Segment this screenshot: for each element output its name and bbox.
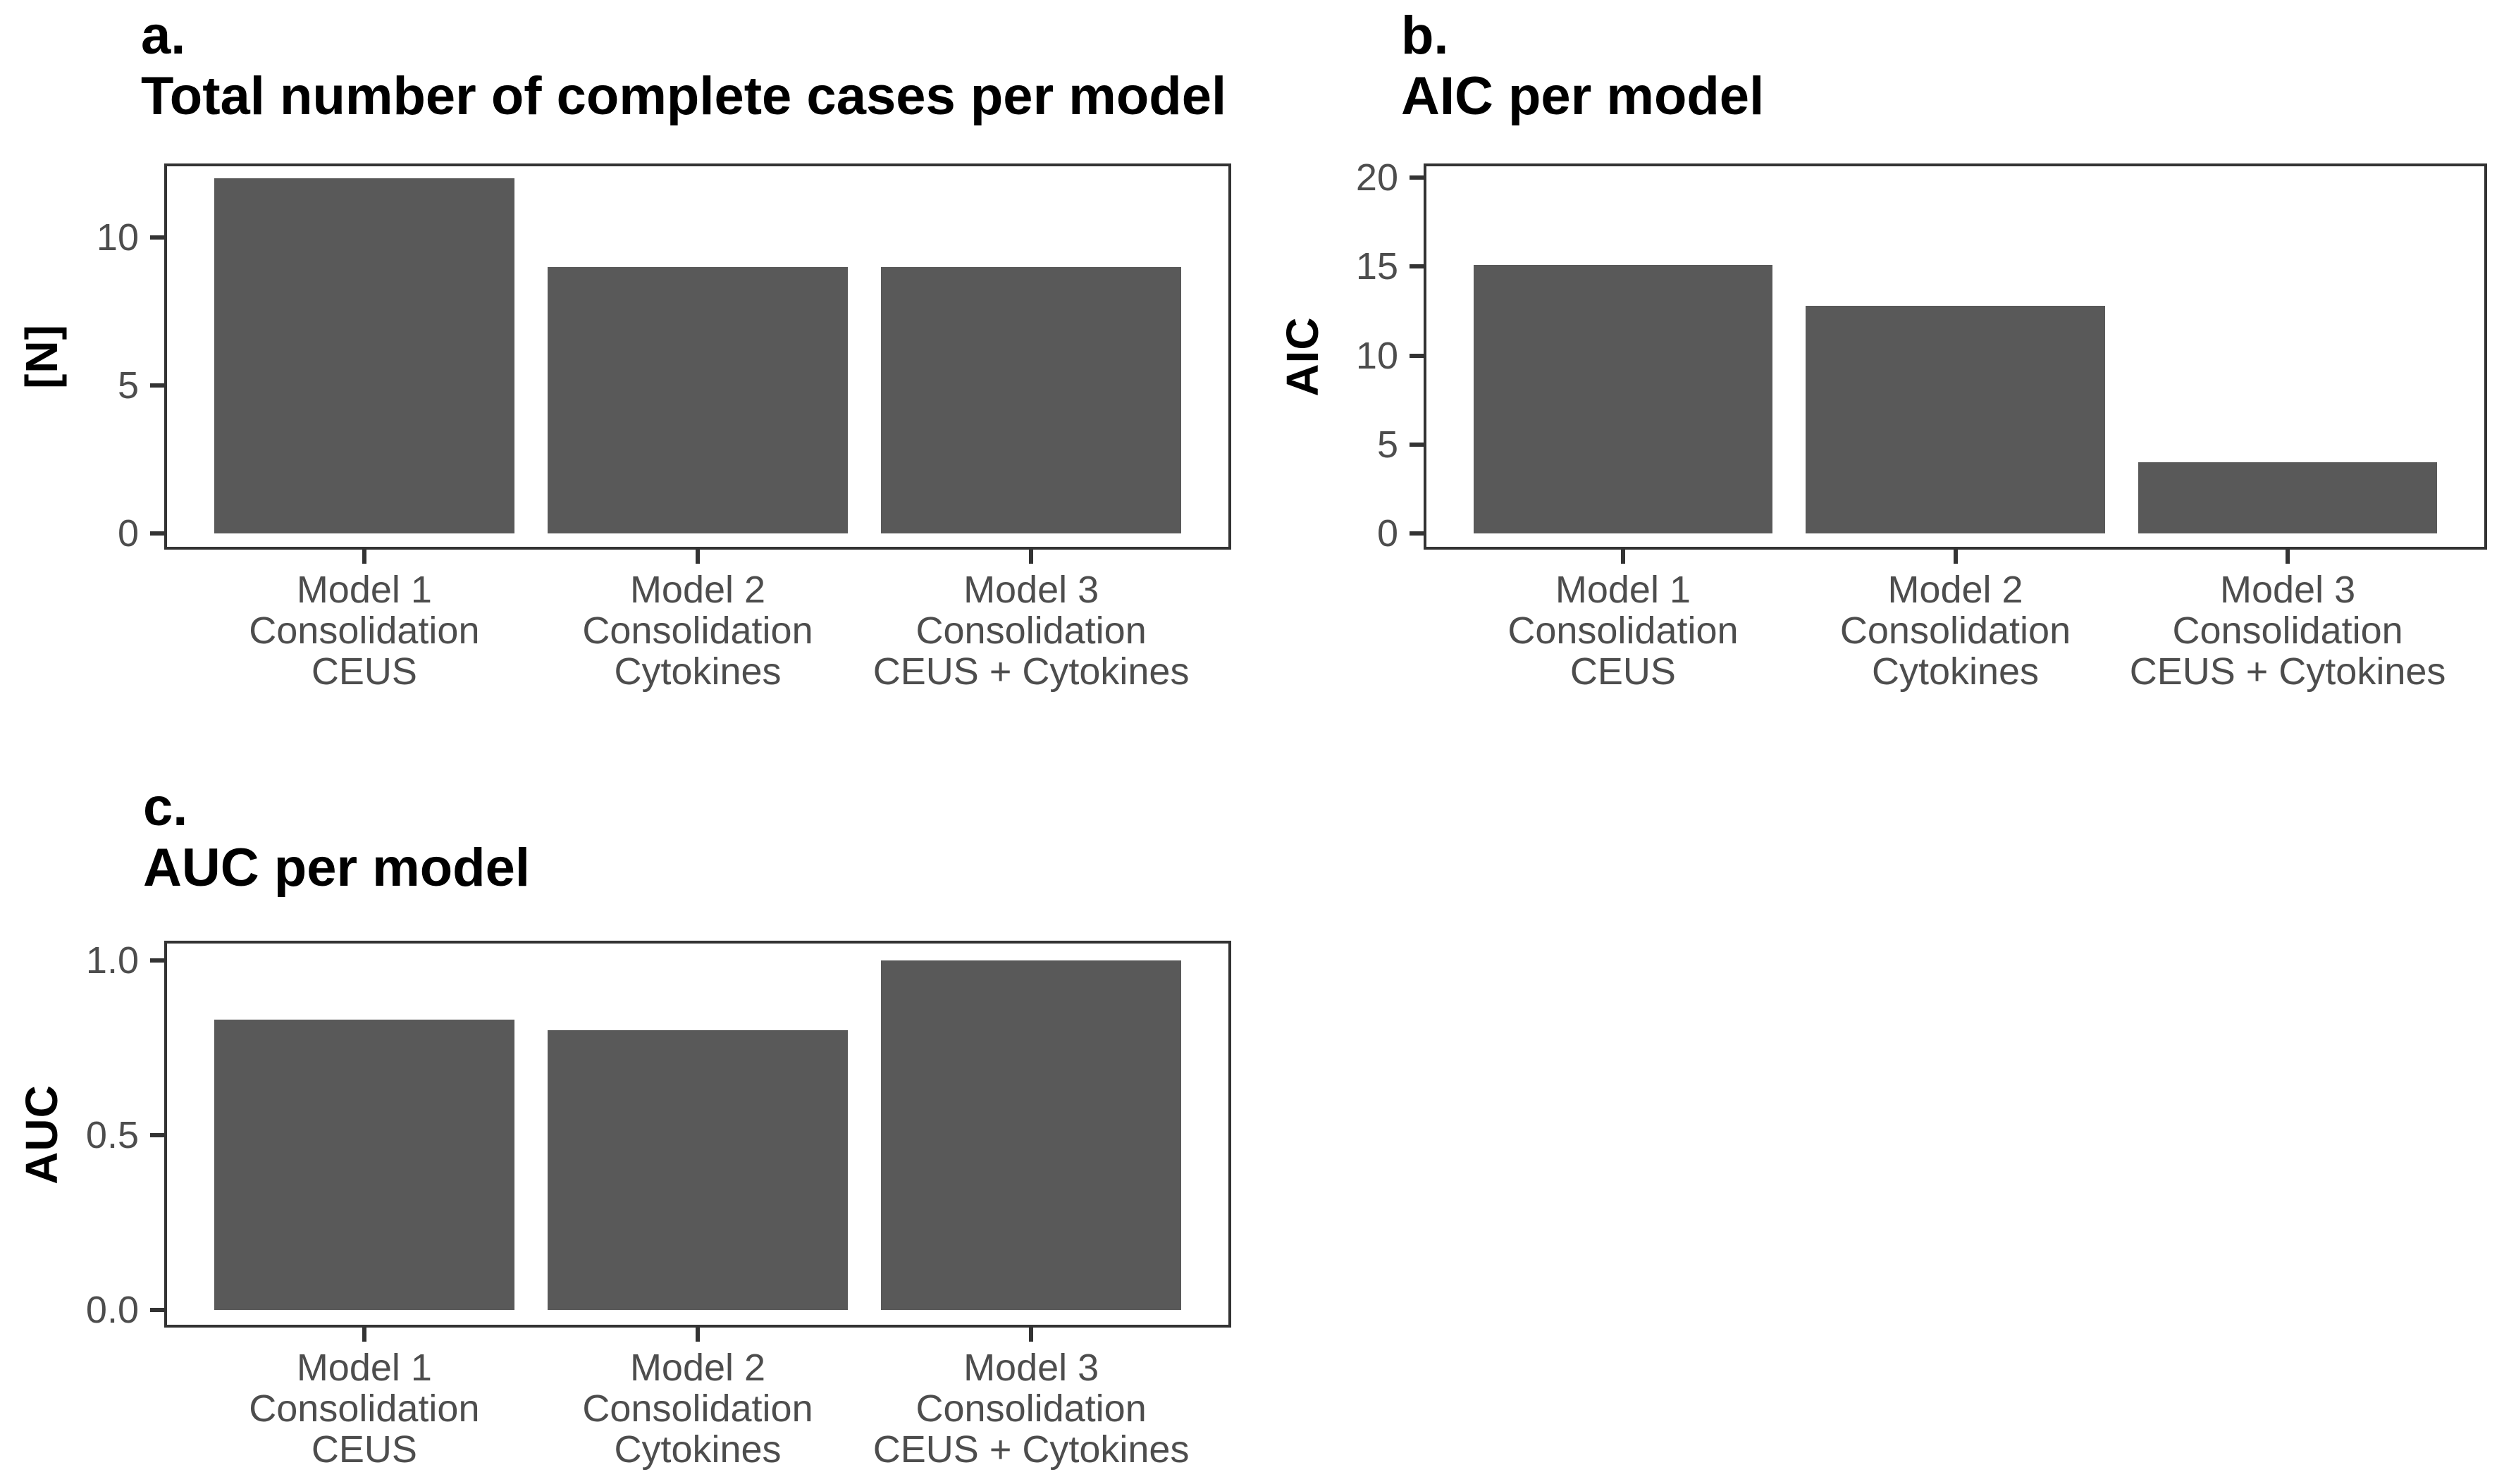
y-tick-label: 20 [1355, 156, 1398, 199]
bar-b-3 [2138, 462, 2438, 533]
panel-b-header: b. AIC per model [1401, 6, 2500, 127]
panel-border-b [1424, 163, 2487, 550]
x-tick-label: Model 3 Consolidation CEUS + Cytokines [872, 569, 1190, 693]
y-tick-mark [150, 1308, 164, 1312]
bar-b-2 [1806, 305, 2105, 533]
panel-b-tag: b. [1401, 6, 1449, 66]
x-tick-mark [1620, 550, 1625, 564]
x-tick-mark [362, 550, 366, 564]
y-tick-label: 15 [1355, 245, 1398, 288]
x-tick-label: Model 2 Consolidation Cytokines [1839, 569, 2071, 693]
panel-a-tag: a. [141, 6, 186, 66]
bar-a-3 [881, 267, 1182, 533]
x-tick-label: Model 3 Consolidation CEUS + Cytokines [872, 1347, 1190, 1471]
bar-a-2 [548, 267, 848, 533]
panel-b-y-axis-title: AIC [1277, 316, 1328, 397]
y-tick-mark [1410, 442, 1424, 447]
y-tick-mark [150, 531, 164, 536]
y-tick-label: 1.0 [85, 939, 139, 982]
panel-c-title: AUC per model [143, 838, 530, 898]
y-tick-mark [1410, 175, 1424, 180]
y-tick-label: 10 [1355, 334, 1398, 377]
y-tick-label: 5 [117, 364, 139, 407]
y-tick-mark [1410, 264, 1424, 269]
panel-a-y-axis-title: [N] [16, 324, 67, 389]
panel-b-title: AIC per model [1401, 66, 1765, 126]
x-tick-label: Model 1 Consolidation CEUS [1507, 569, 1739, 693]
x-tick-mark [1029, 1328, 1034, 1342]
bar-b-1 [1473, 264, 1773, 533]
y-tick-mark [150, 383, 164, 388]
x-tick-mark [696, 550, 700, 564]
panel-border-a [164, 163, 1231, 550]
y-tick-label: 5 [1376, 423, 1398, 466]
panel-c-header: c. AUC per model [143, 777, 1265, 898]
x-tick-mark [362, 1328, 366, 1342]
x-tick-label: Model 2 Consolidation Cytokines [582, 569, 813, 693]
x-tick-label: Model 1 Consolidation CEUS [249, 1347, 480, 1471]
x-tick-mark [696, 1328, 700, 1342]
y-tick-label: 0.0 [85, 1289, 139, 1331]
y-tick-mark [150, 1132, 164, 1137]
x-tick-mark [1029, 550, 1034, 564]
y-tick-label: 10 [96, 216, 139, 259]
y-tick-mark [1410, 531, 1424, 536]
panel-c-y-axis-title: AUC [16, 1084, 67, 1185]
bar-a-1 [214, 178, 514, 533]
panel-c-tag: c. [143, 777, 188, 837]
bar-c-3 [881, 960, 1182, 1310]
y-tick-label: 0.5 [85, 1113, 139, 1156]
x-tick-mark [1953, 550, 1958, 564]
panel-a-header: a. Total number of complete cases per mo… [141, 6, 1263, 127]
y-tick-mark [150, 235, 164, 240]
x-tick-mark [2286, 550, 2290, 564]
x-tick-label: Model 2 Consolidation Cytokines [582, 1347, 813, 1471]
bar-c-1 [214, 1020, 514, 1310]
y-tick-label: 0 [117, 512, 139, 555]
y-tick-mark [1410, 353, 1424, 358]
x-tick-label: Model 3 Consolidation CEUS + Cytokines [2129, 569, 2446, 693]
panel-border-c [164, 941, 1231, 1328]
bar-c-2 [548, 1030, 848, 1310]
panel-a-title: Total number of complete cases per model [141, 66, 1227, 126]
x-tick-label: Model 1 Consolidation CEUS [249, 569, 480, 693]
y-tick-label: 0 [1376, 512, 1398, 555]
y-tick-mark [150, 958, 164, 963]
